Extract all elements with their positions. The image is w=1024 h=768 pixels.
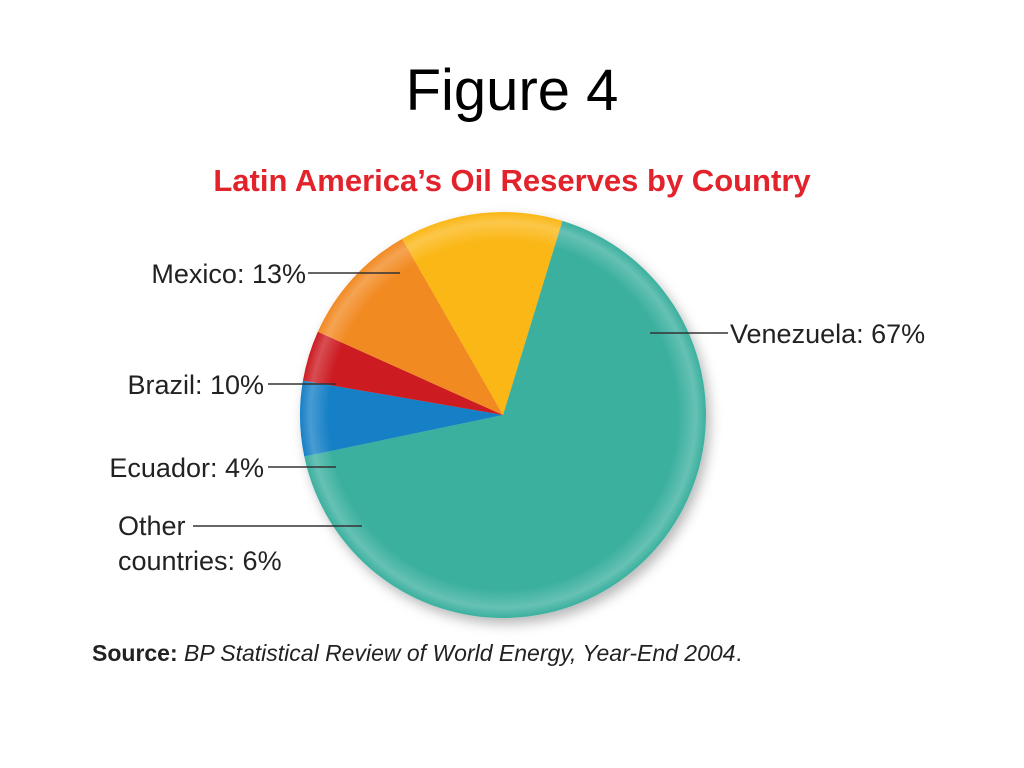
slide-heading: Figure 4 — [405, 58, 619, 123]
slice-label-other-countries-line1: Other — [118, 511, 186, 541]
source-citation: Source: BP Statistical Review of World E… — [92, 640, 742, 667]
slice-label-mexico: Mexico: 13% — [151, 259, 306, 289]
slice-label-brazil: Brazil: 10% — [127, 370, 264, 400]
pie-gloss-rim — [300, 212, 706, 618]
source-text: BP Statistical Review of World Energy, Y… — [184, 640, 736, 666]
slice-label-other-countries-line2: countries: 6% — [118, 546, 282, 576]
chart-title: Latin America’s Oil Reserves by Country — [213, 163, 811, 198]
slice-label-venezuela: Venezuela: 67% — [730, 319, 925, 349]
source-label: Source: — [92, 640, 178, 666]
slice-label-ecuador: Ecuador: 4% — [109, 453, 264, 483]
source-period: . — [735, 640, 742, 666]
